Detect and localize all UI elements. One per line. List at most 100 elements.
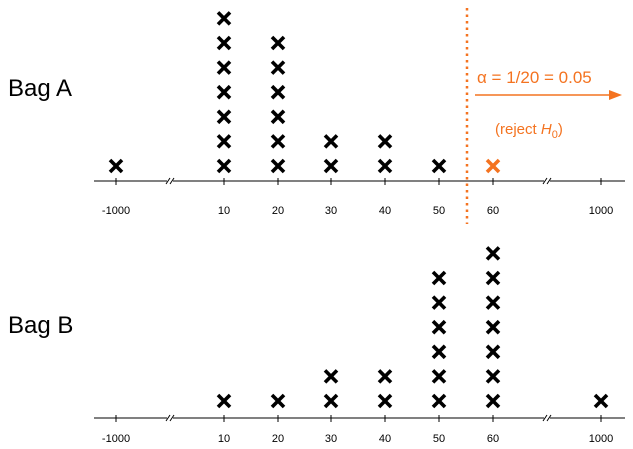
- x-mark-stroke: [431, 270, 447, 286]
- x-mark-10: [216, 11, 232, 26]
- x-mark-stroke: [323, 158, 339, 174]
- x-mark-40: [377, 158, 393, 174]
- x-mark-20: [270, 158, 286, 174]
- x-mark-30: [323, 393, 339, 409]
- x-mark-20: [270, 109, 286, 125]
- tick-label-1000: 1000: [589, 205, 613, 217]
- tick-label-60: 60: [487, 433, 499, 445]
- x-mark-stroke: [485, 344, 501, 360]
- x-mark-40: [377, 134, 393, 149]
- x-mark-40: [377, 369, 393, 384]
- tick-label-10: 10: [218, 433, 230, 445]
- alpha-label: α = 1/20 = 0.05: [477, 68, 592, 87]
- x-mark-60: [485, 369, 501, 384]
- x-mark-stroke: [270, 84, 286, 100]
- x-mark-50: [431, 295, 447, 310]
- bag-a-axis: -1000 10 20 30 40 50 60 1000: [94, 177, 625, 217]
- x-mark-stroke: [270, 158, 286, 174]
- x-mark-40: [377, 393, 393, 409]
- x-mark-20: [270, 60, 286, 75]
- x-mark-stroke: [216, 35, 232, 51]
- bag-b-marks: [216, 246, 609, 409]
- x-mark-stroke: [485, 319, 501, 335]
- x-mark-stroke: [216, 60, 232, 75]
- x-mark-stroke: [431, 393, 447, 409]
- tick-label-20: 20: [272, 205, 284, 217]
- x-mark-stroke: [485, 158, 501, 174]
- bag-a-label: Bag A: [8, 75, 72, 102]
- axis-break-mark: [169, 414, 175, 422]
- x-mark-stroke: [270, 134, 286, 149]
- x-mark-10: [216, 35, 232, 51]
- tick-label-60: 60: [487, 205, 499, 217]
- x-mark-stroke: [270, 60, 286, 75]
- axis-break-mark: [542, 414, 548, 422]
- tick-label-40: 40: [379, 433, 391, 445]
- x-mark-stroke: [270, 35, 286, 51]
- x-mark-stroke: [485, 295, 501, 310]
- arrowhead-icon: [609, 90, 622, 100]
- bag-a-panel: Bag A -1000 10 20 30 40 50 60 1000: [8, 11, 625, 217]
- x-mark-50: [431, 393, 447, 409]
- x-mark-10: [216, 158, 232, 174]
- reject-label: (reject H0): [495, 121, 563, 141]
- axis-break-mark: [546, 414, 552, 422]
- x-mark-stroke: [216, 134, 232, 149]
- x-mark-60: [485, 158, 501, 174]
- x-mark-stroke: [431, 295, 447, 310]
- x-mark-30: [323, 134, 339, 149]
- x-mark-50: [431, 344, 447, 360]
- x-mark-stroke: [431, 344, 447, 360]
- x-mark-20: [270, 134, 286, 149]
- x-mark-10: [216, 134, 232, 149]
- x-mark-stroke: [270, 109, 286, 125]
- tick-label-1000: 1000: [589, 433, 613, 445]
- x-mark-stroke: [431, 158, 447, 174]
- x-mark-1000: [593, 393, 609, 409]
- axis-break-mark: [542, 177, 548, 185]
- x-mark-stroke: [485, 246, 501, 261]
- x-mark-stroke: [431, 319, 447, 335]
- tick-label-30: 30: [325, 433, 337, 445]
- axis-break-mark: [165, 177, 171, 185]
- x-mark-stroke: [216, 11, 232, 26]
- x-mark-60: [485, 270, 501, 286]
- tick-label--1000: -1000: [102, 433, 130, 445]
- axis-break-mark: [546, 177, 552, 185]
- x-mark--1000: [108, 158, 124, 174]
- axis-break-mark: [169, 177, 175, 185]
- x-mark-stroke: [377, 134, 393, 149]
- tick-label-50: 50: [433, 205, 445, 217]
- x-mark-stroke: [216, 158, 232, 174]
- x-mark-30: [323, 369, 339, 384]
- bag-a-marks: [108, 11, 501, 174]
- tick-label-50: 50: [433, 433, 445, 445]
- tick-label-20: 20: [272, 433, 284, 445]
- x-mark-20: [270, 84, 286, 100]
- x-mark-stroke: [270, 393, 286, 409]
- x-mark-10: [216, 393, 232, 409]
- x-mark-10: [216, 60, 232, 75]
- tick-label--1000: -1000: [102, 205, 130, 217]
- x-mark-stroke: [323, 393, 339, 409]
- axis-break-mark: [165, 414, 171, 422]
- x-mark-stroke: [485, 369, 501, 384]
- bag-b-label: Bag B: [8, 312, 73, 339]
- bag-b-axis: -1000 10 20 30 40 50 60 1000: [94, 414, 625, 445]
- x-mark-stroke: [485, 270, 501, 286]
- x-mark-stroke: [108, 158, 124, 174]
- x-mark-stroke: [377, 393, 393, 409]
- x-mark-20: [270, 393, 286, 409]
- x-mark-20: [270, 35, 286, 51]
- bag-b-panel: Bag B -1000 10 20 30 40 50 60 1000: [8, 246, 625, 445]
- tick-label-30: 30: [325, 205, 337, 217]
- x-mark-stroke: [216, 84, 232, 100]
- x-mark-stroke: [593, 393, 609, 409]
- x-mark-60: [485, 295, 501, 310]
- x-mark-stroke: [216, 109, 232, 125]
- x-mark-10: [216, 84, 232, 100]
- significance-threshold: α = 1/20 = 0.05 (reject H0): [465, 8, 622, 224]
- x-mark-60: [485, 246, 501, 261]
- x-mark-stroke: [485, 393, 501, 409]
